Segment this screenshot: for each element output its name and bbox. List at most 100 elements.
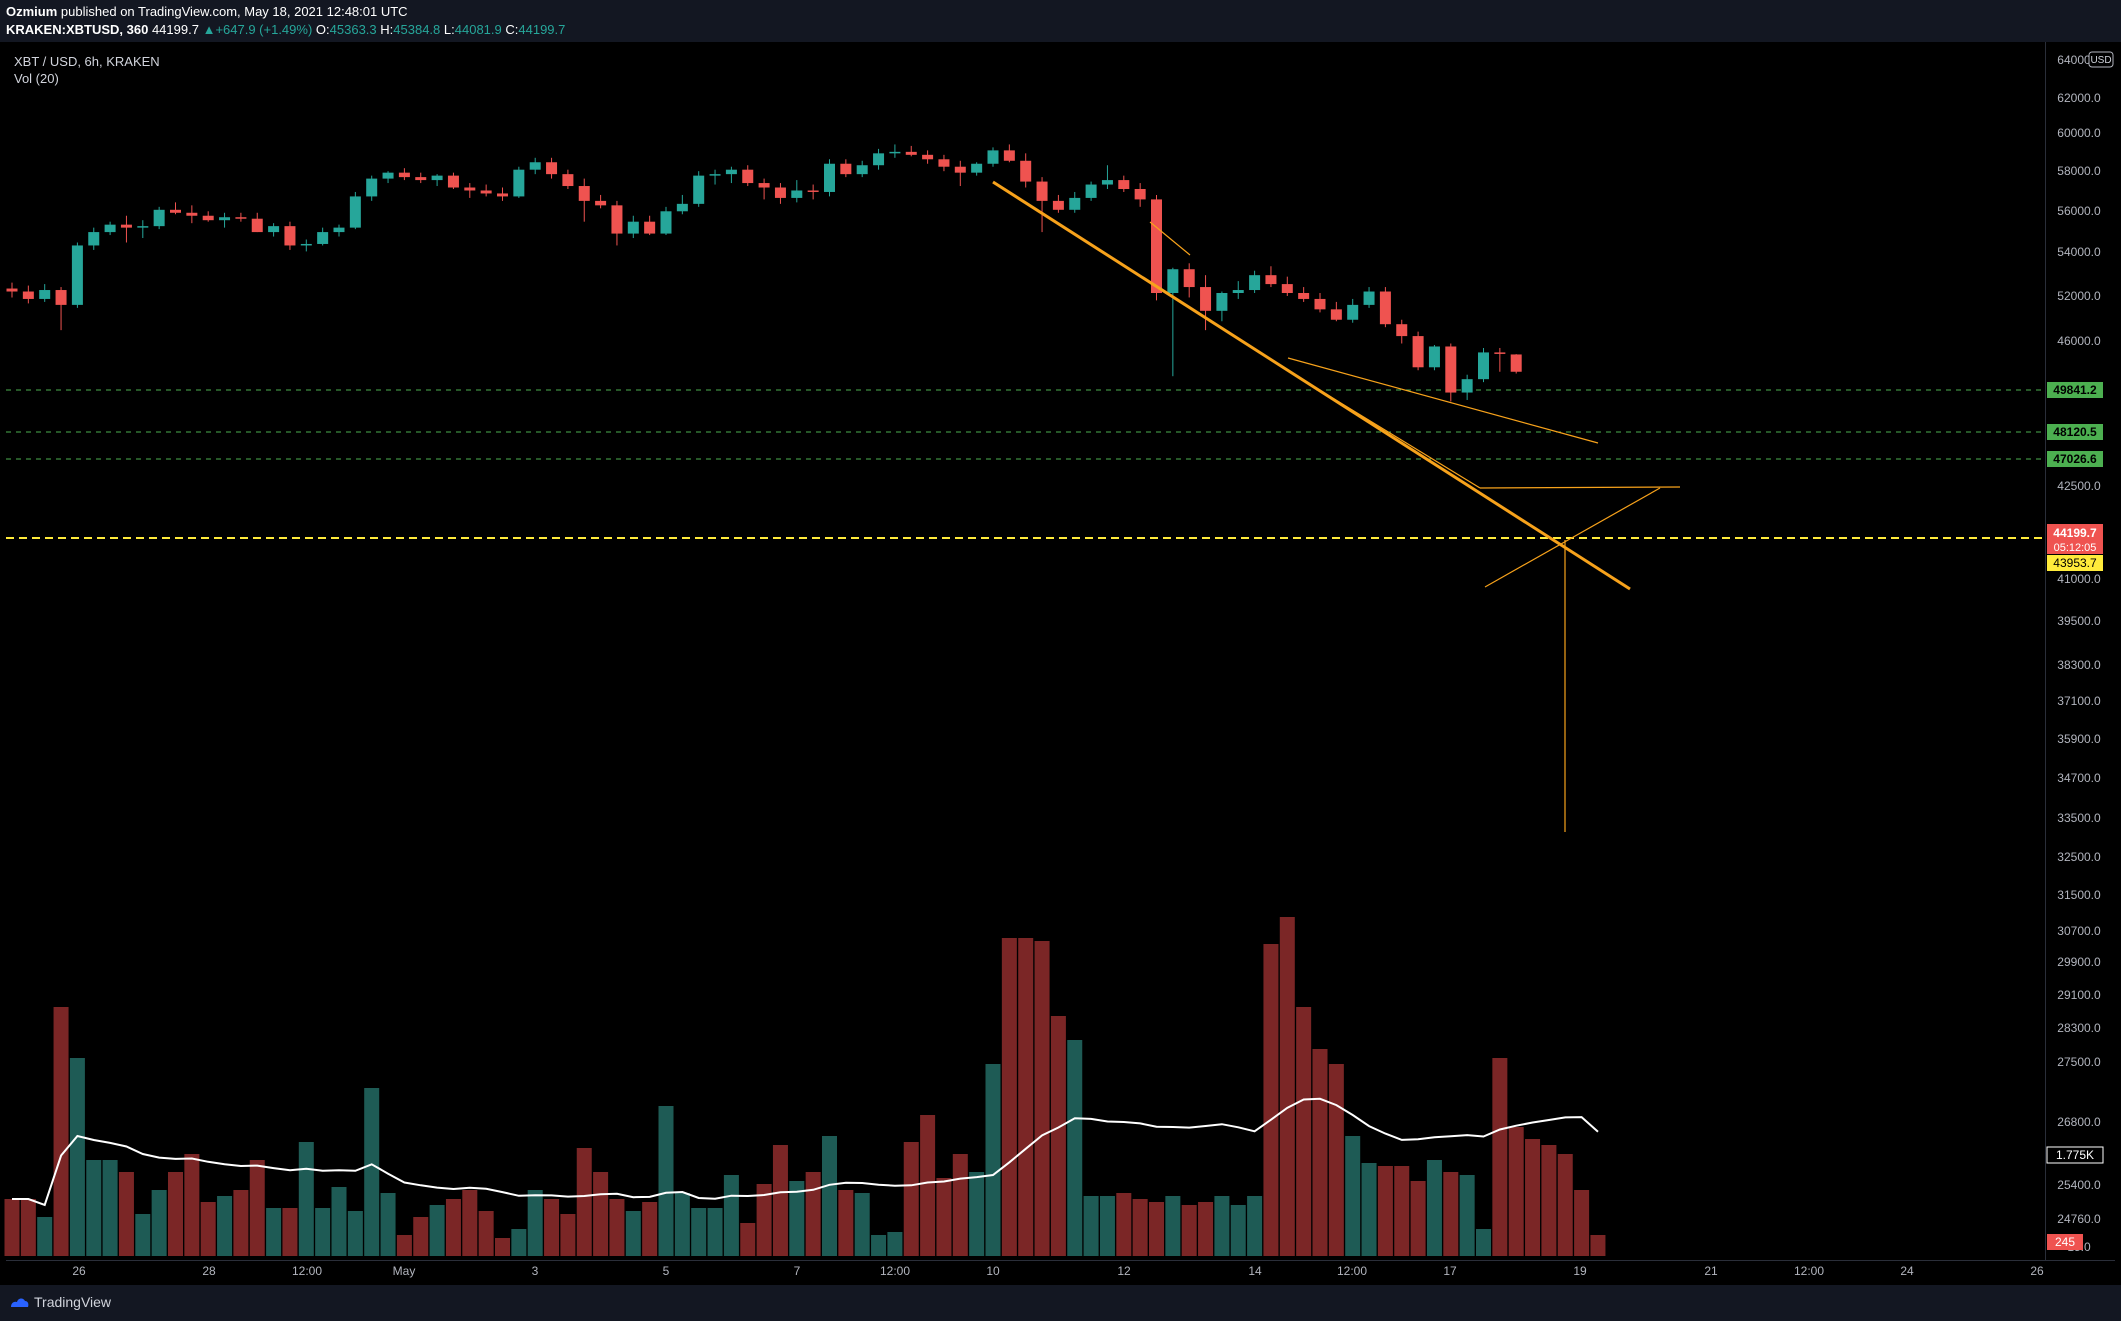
volume-ma-label[interactable] <box>2046 1146 2104 1164</box>
volume-bar <box>1001 938 1017 1256</box>
price-tick: 35900.0 <box>2057 732 2101 746</box>
candle-body <box>922 154 934 160</box>
price-tick: 34700.0 <box>2057 771 2101 785</box>
volume-bar <box>184 1154 200 1256</box>
price-tick: 39500.0 <box>2057 614 2101 628</box>
volume-bar <box>887 1232 903 1256</box>
price-tick: 32500.0 <box>2057 850 2101 864</box>
candle-body <box>546 162 558 175</box>
ohlc-line: KRAKEN:XBTUSD, 360 44199.7 ▲+647.9 (+1.4… <box>6 20 565 39</box>
volume-bar <box>1296 1007 1312 1256</box>
volume-bar <box>1590 1235 1606 1256</box>
price-tick: 29900.0 <box>2057 955 2101 969</box>
chart-canvas[interactable]: 64000.0 62000.0 60000.0 58000.0 56000.0 … <box>0 0 2121 1285</box>
candle-body <box>1216 293 1228 311</box>
candle-body <box>300 243 312 246</box>
price-tick: 41000.0 <box>2057 572 2101 586</box>
candle-body <box>1134 189 1146 200</box>
candle-body <box>905 151 917 155</box>
volume-bar <box>952 1154 968 1256</box>
current-price-label[interactable] <box>2047 524 2103 554</box>
volume-bar <box>1459 1175 1475 1256</box>
legend-title[interactable]: XBT / USD, 6h, KRAKEN <box>14 54 160 69</box>
candle-body <box>104 224 116 233</box>
volume-bar <box>478 1211 494 1256</box>
candle-body <box>22 291 34 299</box>
legend-indicator[interactable]: Vol (20) <box>14 71 59 86</box>
candle-body <box>1232 290 1244 293</box>
footer-bar: TradingView <box>0 1285 2121 1321</box>
footer-brand[interactable]: TradingView <box>34 1294 112 1310</box>
volume-bar <box>723 1175 739 1256</box>
price-tick: 52000.0 <box>2057 289 2101 303</box>
pennant-bottom-line[interactable] <box>1484 487 1661 588</box>
trend-extension-line[interactable] <box>1149 221 1191 256</box>
drawings[interactable] <box>992 180 1681 832</box>
lower-wedge-line[interactable] <box>1289 371 1481 489</box>
candle-body <box>464 187 476 191</box>
candle-body <box>1445 346 1457 393</box>
volume-bar <box>37 1217 53 1256</box>
currency-badge[interactable] <box>2088 51 2114 68</box>
yellow-level-label[interactable] <box>2047 555 2103 571</box>
candle-body <box>1183 269 1195 288</box>
level-label-1[interactable] <box>2047 382 2103 398</box>
candle-body <box>1249 275 1261 291</box>
volume-bar <box>511 1229 527 1256</box>
candle-body <box>562 174 574 187</box>
volume-bar <box>1525 1139 1541 1256</box>
volume-bar <box>151 1190 167 1256</box>
volume-bar <box>871 1235 887 1256</box>
candle-body <box>660 211 672 234</box>
volume-bar <box>1312 1049 1328 1256</box>
yellow-level-text: 43953.7 <box>2053 556 2097 570</box>
candle-body <box>627 221 639 234</box>
candle-body <box>1085 184 1097 198</box>
volume-bar <box>1181 1205 1197 1256</box>
price-axis[interactable]: 64000.0 62000.0 60000.0 58000.0 56000.0 … <box>2057 53 2101 1254</box>
candle-body <box>1412 336 1424 368</box>
level-label-3[interactable] <box>2047 451 2103 467</box>
pennant-top-line[interactable] <box>1479 486 1681 489</box>
level-label-3-text: 47026.6 <box>2053 452 2097 466</box>
volume-bar <box>1476 1229 1491 1256</box>
time-axis[interactable]: 26 28 12:00 May 3 5 7 12:00 10 12 14 12:… <box>72 1264 2044 1278</box>
volume-last-label[interactable] <box>2047 1234 2083 1250</box>
candle-body <box>219 217 231 221</box>
price-tick: 54000.0 <box>2057 245 2101 259</box>
candle-body <box>1330 309 1342 320</box>
volume-bar <box>576 1148 592 1256</box>
candle-body <box>88 232 100 246</box>
price-tick: 30700.0 <box>2057 924 2101 938</box>
volume-bar <box>674 1193 690 1256</box>
time-tick: 26 <box>2030 1264 2044 1278</box>
volume-bar <box>593 1172 609 1256</box>
tradingview-logo-icon[interactable] <box>8 1294 30 1312</box>
volume-bar <box>53 1007 69 1256</box>
volume-bar <box>282 1208 298 1256</box>
candle-body <box>693 175 705 204</box>
upper-wedge-line[interactable] <box>1287 357 1599 444</box>
volume-bars <box>4 917 1606 1256</box>
volume-bar <box>315 1208 331 1256</box>
candle-body <box>1036 181 1048 201</box>
candle-body <box>170 209 181 213</box>
volume-last-text: 245 <box>2055 1235 2075 1249</box>
candle-body <box>6 288 18 292</box>
author-name[interactable]: Ozmium <box>6 4 58 19</box>
candle-body <box>284 226 296 246</box>
candle-body <box>71 245 83 305</box>
price-tick: 38300.0 <box>2057 658 2101 672</box>
chart-legend[interactable]: XBT / USD, 6h, KRAKEN Vol (20) <box>14 53 160 87</box>
volume-bar <box>1214 1196 1230 1256</box>
volume-bar <box>1067 1040 1083 1256</box>
volume-bar <box>331 1187 347 1256</box>
time-tick: 24 <box>1900 1264 1914 1278</box>
volume-bar <box>1247 1196 1263 1256</box>
candle-body <box>366 178 378 197</box>
published-text: published on TradingView.com, May 18, 20… <box>60 4 408 19</box>
level-label-2[interactable] <box>2047 424 2103 440</box>
volume-bar <box>217 1196 233 1256</box>
candle-body <box>1052 200 1064 210</box>
high-value: 45384.8 <box>393 22 441 37</box>
